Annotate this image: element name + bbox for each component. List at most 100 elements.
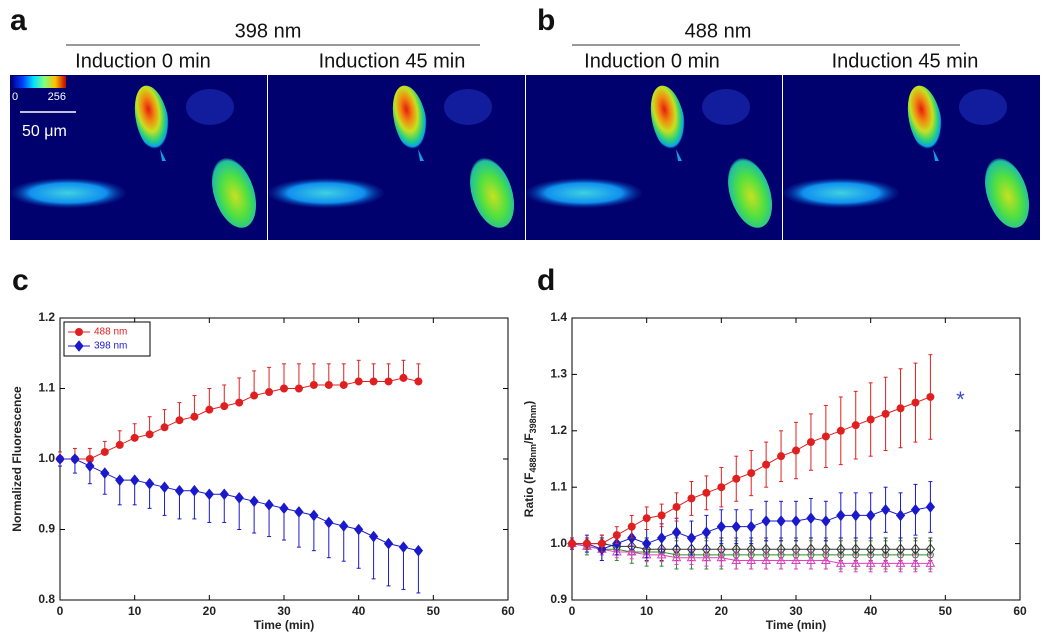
marker bbox=[701, 552, 712, 562]
y-axis-label-part: Ratio (F bbox=[522, 473, 536, 518]
marker bbox=[850, 558, 861, 567]
marker bbox=[835, 558, 846, 567]
marker bbox=[384, 377, 393, 386]
x-axis-label: Time (min) bbox=[766, 618, 826, 632]
marker bbox=[234, 491, 244, 504]
marker bbox=[159, 481, 170, 494]
marker bbox=[70, 453, 80, 465]
marker bbox=[612, 531, 621, 540]
marker bbox=[686, 552, 697, 562]
marker bbox=[866, 509, 876, 522]
marker bbox=[851, 543, 861, 556]
y-tick-label: 1.0 bbox=[38, 451, 55, 465]
legend-label: 488 nm bbox=[94, 327, 127, 338]
marker bbox=[776, 555, 786, 565]
marker bbox=[130, 474, 140, 486]
marker bbox=[910, 558, 921, 567]
marker bbox=[731, 520, 741, 533]
marker bbox=[294, 506, 304, 518]
x-tick-label: 50 bbox=[427, 604, 441, 618]
marker bbox=[747, 469, 756, 478]
marker bbox=[85, 460, 95, 472]
x-axis-label: Time (min) bbox=[254, 618, 314, 632]
marker bbox=[925, 558, 936, 567]
marker bbox=[925, 543, 936, 556]
marker bbox=[250, 391, 259, 400]
micrograph bbox=[526, 75, 783, 240]
marker bbox=[324, 516, 334, 529]
x-tick-label: 60 bbox=[1013, 604, 1027, 618]
marker bbox=[791, 515, 801, 527]
marker bbox=[865, 558, 876, 567]
y-tick-label: 0.8 bbox=[38, 592, 55, 606]
x-tick-label: 30 bbox=[789, 604, 803, 618]
marker bbox=[746, 555, 757, 565]
x-tick-label: 10 bbox=[128, 604, 142, 618]
micrograph bbox=[268, 75, 525, 240]
marker bbox=[369, 377, 378, 386]
marker bbox=[75, 328, 83, 336]
y-tick-label: 1.3 bbox=[550, 367, 567, 381]
x-tick-label: 40 bbox=[864, 604, 878, 618]
x-tick-label: 20 bbox=[715, 604, 729, 618]
marker bbox=[821, 555, 831, 565]
y-axis-label-part: Normalized Fluorescence bbox=[10, 386, 24, 532]
marker bbox=[702, 488, 711, 497]
marker bbox=[671, 552, 682, 562]
marker bbox=[881, 409, 890, 418]
marker bbox=[777, 452, 786, 461]
marker bbox=[220, 402, 229, 411]
y-axis-label-part: ) bbox=[522, 401, 536, 405]
marker bbox=[144, 477, 155, 490]
y-tick-label: 1.2 bbox=[38, 310, 55, 324]
marker bbox=[100, 447, 109, 456]
x-tick-label: 60 bbox=[501, 604, 515, 618]
marker bbox=[731, 555, 742, 565]
scale-bar-label: 50 μm bbox=[22, 123, 67, 140]
marker bbox=[280, 384, 288, 393]
marker bbox=[413, 544, 424, 557]
marker bbox=[926, 392, 935, 401]
marker bbox=[582, 539, 591, 548]
marker bbox=[175, 416, 184, 425]
marker bbox=[687, 494, 696, 503]
marker bbox=[791, 555, 801, 565]
marker bbox=[761, 515, 771, 527]
legend-label: 398 nm bbox=[94, 341, 127, 352]
marker bbox=[656, 549, 667, 559]
marker bbox=[716, 520, 726, 533]
y-axis-label-part: 488nm bbox=[528, 444, 538, 473]
marker bbox=[626, 547, 637, 556]
marker bbox=[189, 484, 200, 497]
colorbar-min: 0 bbox=[12, 91, 18, 103]
marker bbox=[324, 380, 333, 389]
marker bbox=[642, 537, 652, 550]
marker bbox=[761, 555, 771, 565]
marker bbox=[762, 460, 771, 469]
colorbar-max: 256 bbox=[48, 91, 66, 103]
y-axis-label-part: 398nm bbox=[528, 405, 538, 434]
marker bbox=[354, 377, 363, 386]
marker bbox=[249, 495, 259, 508]
marker bbox=[657, 511, 666, 520]
wavelength: 398 nm bbox=[235, 20, 302, 42]
panel-letter: c bbox=[12, 264, 29, 297]
condition-label: Induction 0 min bbox=[75, 50, 211, 72]
marker bbox=[398, 541, 409, 553]
marker bbox=[806, 555, 816, 565]
marker bbox=[160, 423, 169, 432]
panel-letter: d bbox=[537, 264, 555, 297]
y-tick-label: 0.9 bbox=[38, 522, 55, 536]
marker bbox=[851, 421, 860, 430]
marker bbox=[821, 515, 831, 527]
condition-label: Induction 45 min bbox=[319, 50, 466, 72]
marker bbox=[686, 532, 697, 544]
micrograph bbox=[783, 75, 1040, 240]
marker bbox=[642, 514, 651, 523]
x-tick-label: 10 bbox=[640, 604, 654, 618]
marker bbox=[627, 522, 636, 531]
marker bbox=[309, 509, 319, 522]
marker bbox=[896, 404, 905, 413]
marker bbox=[309, 380, 318, 389]
